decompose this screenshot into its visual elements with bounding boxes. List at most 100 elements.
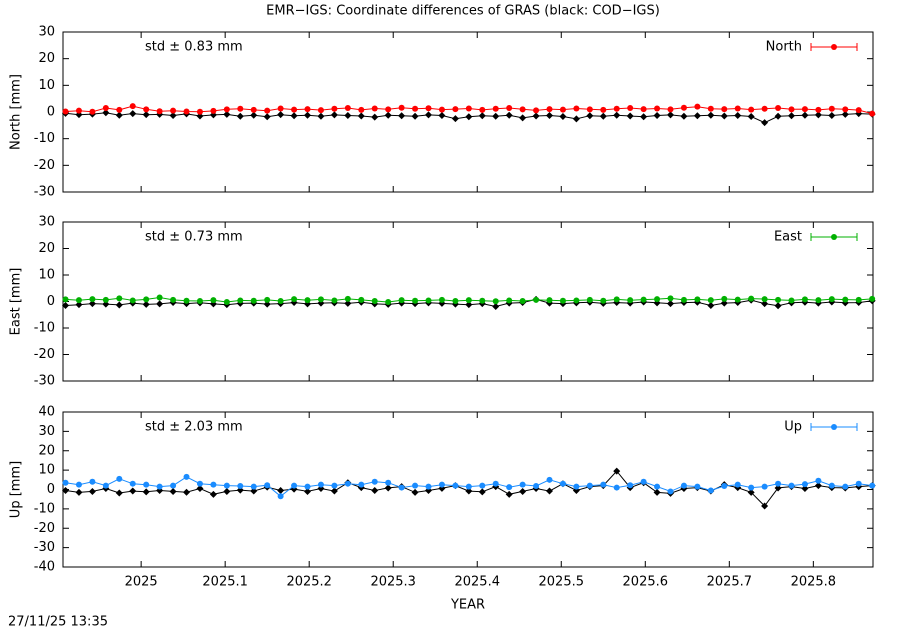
data-point — [250, 106, 257, 113]
data-point — [129, 103, 136, 110]
data-point — [573, 483, 580, 490]
data-point — [842, 296, 849, 303]
y-tick-label: 10 — [38, 78, 55, 93]
data-point — [317, 296, 324, 303]
data-point — [425, 483, 432, 490]
data-point — [492, 480, 499, 487]
data-point — [331, 297, 338, 304]
data-point — [344, 105, 351, 111]
y-tick-label: -20 — [34, 158, 55, 173]
data-point — [707, 111, 715, 119]
x-axis-label: YEAR — [450, 598, 485, 613]
data-point — [667, 106, 674, 113]
data-point — [519, 297, 526, 304]
data-point — [223, 487, 231, 495]
data-point — [129, 297, 136, 304]
data-point — [210, 297, 217, 304]
data-point — [102, 296, 109, 303]
data-point — [748, 295, 755, 302]
data-point — [761, 300, 769, 308]
data-point — [102, 300, 110, 308]
data-point — [304, 487, 312, 495]
data-point — [102, 482, 109, 489]
y-tick-label: -30 — [34, 374, 55, 389]
x-tick-label: 2025.7 — [707, 575, 753, 590]
data-point — [452, 106, 459, 113]
y-tick-label: 30 — [38, 215, 55, 230]
data-point — [761, 105, 768, 112]
data-point — [546, 297, 553, 304]
data-point — [707, 105, 714, 112]
data-point — [734, 111, 742, 119]
data-point — [183, 488, 191, 496]
y-axis-label: North [mm] — [9, 74, 24, 150]
y-tick-label: -10 — [34, 321, 55, 336]
data-point — [465, 483, 472, 490]
data-point — [75, 301, 83, 309]
data-point — [613, 111, 621, 119]
data-point — [626, 112, 634, 120]
data-point — [291, 482, 298, 489]
data-point — [492, 303, 500, 311]
data-point — [264, 296, 271, 303]
data-point — [142, 111, 150, 119]
data-point — [62, 301, 70, 309]
data-point — [344, 111, 352, 119]
data-point — [720, 112, 728, 120]
data-point — [734, 296, 741, 303]
data-point — [546, 476, 553, 483]
data-point — [654, 296, 661, 303]
data-point — [465, 487, 473, 495]
data-point — [75, 481, 82, 488]
y-tick-label: 0 — [47, 294, 55, 309]
data-point — [398, 112, 406, 120]
data-point — [667, 488, 674, 495]
data-point — [89, 478, 96, 485]
data-point — [237, 483, 244, 490]
data-point — [411, 112, 419, 120]
data-point — [116, 475, 123, 482]
data-point — [533, 483, 540, 490]
data-point — [412, 105, 419, 112]
data-point — [774, 484, 782, 492]
data-point — [613, 467, 621, 475]
data-point — [142, 300, 150, 308]
data-point — [317, 107, 324, 114]
data-point — [572, 115, 580, 123]
data-point — [371, 105, 378, 112]
data-point — [115, 301, 123, 309]
data-point — [277, 297, 284, 304]
data-point — [532, 112, 540, 120]
data-point — [653, 111, 661, 119]
y-tick-label: -20 — [34, 347, 55, 362]
data-point — [398, 484, 405, 491]
data-point — [169, 111, 177, 119]
data-point — [384, 484, 392, 492]
data-point — [210, 481, 217, 488]
data-point — [828, 105, 835, 112]
data-point — [425, 111, 433, 119]
y-tick-label: -10 — [34, 131, 55, 146]
data-point — [667, 295, 674, 302]
data-point — [116, 295, 123, 302]
y-tick-label: 10 — [38, 463, 55, 478]
data-point — [425, 105, 432, 112]
data-point — [196, 480, 203, 487]
data-point — [869, 295, 876, 302]
data-point — [465, 105, 472, 112]
y-tick-label: -20 — [34, 521, 55, 536]
data-point — [559, 113, 567, 121]
data-point — [492, 298, 499, 305]
data-point — [627, 105, 634, 111]
data-point — [384, 111, 392, 119]
data-point — [869, 482, 876, 489]
data-point — [775, 296, 782, 303]
data-point — [694, 103, 701, 110]
data-point — [586, 482, 593, 489]
data-point — [331, 105, 338, 112]
data-point — [640, 113, 648, 121]
data-point — [183, 297, 190, 304]
data-point — [465, 297, 472, 304]
y-axis-label: East [mm] — [9, 268, 24, 336]
y-axis-label: Up [mm] — [9, 461, 24, 518]
